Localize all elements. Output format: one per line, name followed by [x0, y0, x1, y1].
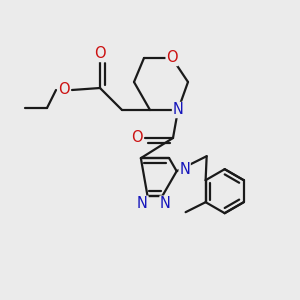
Text: N: N: [172, 103, 183, 118]
Text: N: N: [160, 196, 171, 211]
Text: O: O: [166, 50, 178, 65]
Text: O: O: [58, 82, 70, 98]
Text: O: O: [131, 130, 143, 146]
Text: N: N: [179, 162, 190, 177]
Text: O: O: [94, 46, 106, 62]
Text: N: N: [137, 196, 148, 211]
